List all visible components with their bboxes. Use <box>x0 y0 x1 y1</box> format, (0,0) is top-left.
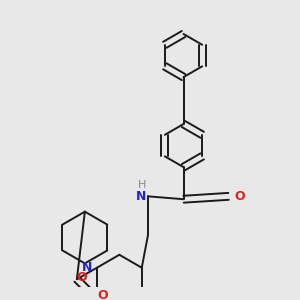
Text: N: N <box>81 261 92 274</box>
Text: N: N <box>136 190 147 203</box>
Text: O: O <box>235 190 245 203</box>
Text: O: O <box>98 289 108 300</box>
Text: H: H <box>138 180 147 190</box>
Text: O: O <box>77 271 87 284</box>
